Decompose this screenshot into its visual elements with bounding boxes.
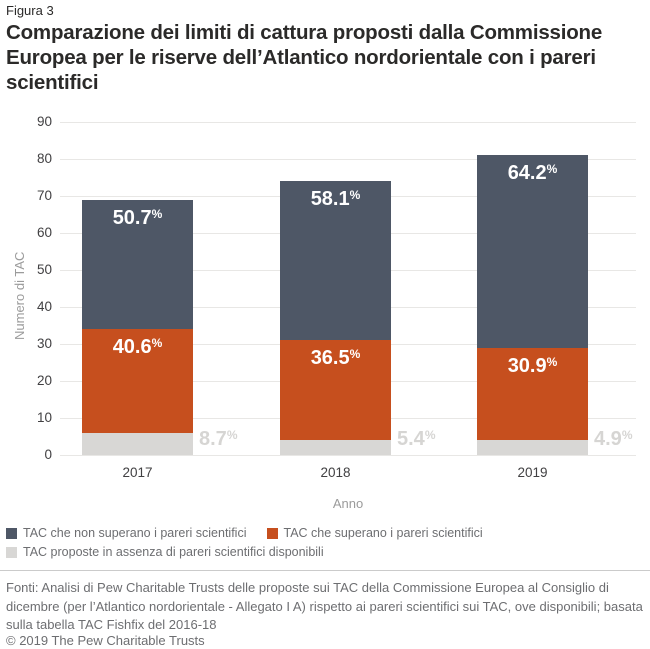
copyright-text: © 2019 The Pew Charitable Trusts [6, 633, 205, 648]
y-tick-0: 0 [44, 447, 52, 462]
y-tick-60: 60 [36, 225, 52, 240]
chart-legend: TAC che non superano i pareri scientific… [6, 527, 646, 565]
legend-swatch-dark [6, 528, 17, 539]
y-tick-50: 50 [36, 262, 52, 277]
y-tick-20: 20 [36, 373, 52, 388]
bar-segment-2017-series2 [82, 432, 193, 455]
value-label-gray-2018: 5.4% [397, 428, 436, 450]
y-tick-10: 10 [36, 410, 52, 425]
x-tick-2018: 2018 [320, 465, 351, 480]
value-label-gray-2017: 8.7% [199, 428, 238, 450]
bar-segment-2018-series0 [280, 181, 391, 341]
stacked-bar-chart: 0 10 20 30 40 50 60 70 80 90 50.7% 40.6% 8.7% 2017 58.… [0, 110, 650, 525]
y-tick-40: 40 [36, 299, 52, 314]
x-tick-2017: 2017 [122, 465, 153, 480]
legend-item-tac-assenza-pareri: TAC proposte in assenza di pareri scient… [6, 546, 324, 559]
value-label-gray-2019: 4.9% [594, 428, 633, 450]
value-label-dark-2019: 64.2% [507, 162, 558, 185]
bar-segment-2017-series0 [82, 199, 193, 330]
legend-label: TAC che superano i pareri scientifici [283, 526, 483, 540]
figure-label: Figura 3 [6, 3, 54, 18]
footer-divider [0, 570, 650, 571]
y-tick-70: 70 [36, 188, 52, 203]
legend-item-tac-non-superano: TAC che non superano i pareri scientific… [6, 527, 247, 540]
legend-item-tac-superano: TAC che superano i pareri scientifici [266, 526, 483, 540]
x-tick-2019: 2019 [517, 465, 548, 480]
gridline-0 [60, 454, 636, 456]
value-label-orange-2019: 30.9% [507, 354, 558, 377]
bar-segment-2019-series0 [477, 155, 588, 348]
plot-area: 0 10 20 30 40 50 60 70 80 90 50.7% 40.6% 8.7% 2017 58.… [37, 114, 636, 480]
bar-segment-2019-series2 [477, 440, 588, 455]
y-tick-80: 80 [36, 151, 52, 166]
value-label-dark-2018: 58.1% [310, 188, 361, 211]
gridline-90 [60, 121, 636, 123]
bar-segment-2019-series1 [477, 347, 588, 441]
legend-swatch-orange [266, 528, 278, 539]
legend-label: TAC che non superano i pareri scientific… [23, 526, 247, 540]
chart-title: Comparazione dei limiti di cattura propo… [6, 21, 603, 94]
legend-row-2: TAC proposte in assenza di pareri scient… [6, 546, 646, 559]
bar-segment-2018-series2 [280, 440, 391, 455]
y-tick-30: 30 [36, 336, 52, 351]
bar-segment-2017-series1 [82, 329, 193, 433]
x-axis-title: Anno [332, 496, 364, 511]
value-label-orange-2018: 36.5% [310, 347, 361, 370]
source-text: Fonti: Analisi di Pew Charitable Trusts … [6, 580, 643, 632]
legend-label: TAC proposte in assenza di pareri scient… [23, 545, 324, 559]
legend-row-1: TAC che non superano i pareri scientific… [6, 527, 646, 540]
legend-swatch-gray [6, 547, 17, 558]
gridline-80 [60, 158, 636, 160]
value-label-orange-2017: 40.6% [112, 336, 163, 359]
y-tick-90: 90 [36, 114, 52, 129]
y-axis-title: Numero di TAC [12, 251, 27, 340]
value-label-dark-2017: 50.7% [112, 206, 163, 229]
bar-segment-2018-series1 [280, 340, 391, 441]
